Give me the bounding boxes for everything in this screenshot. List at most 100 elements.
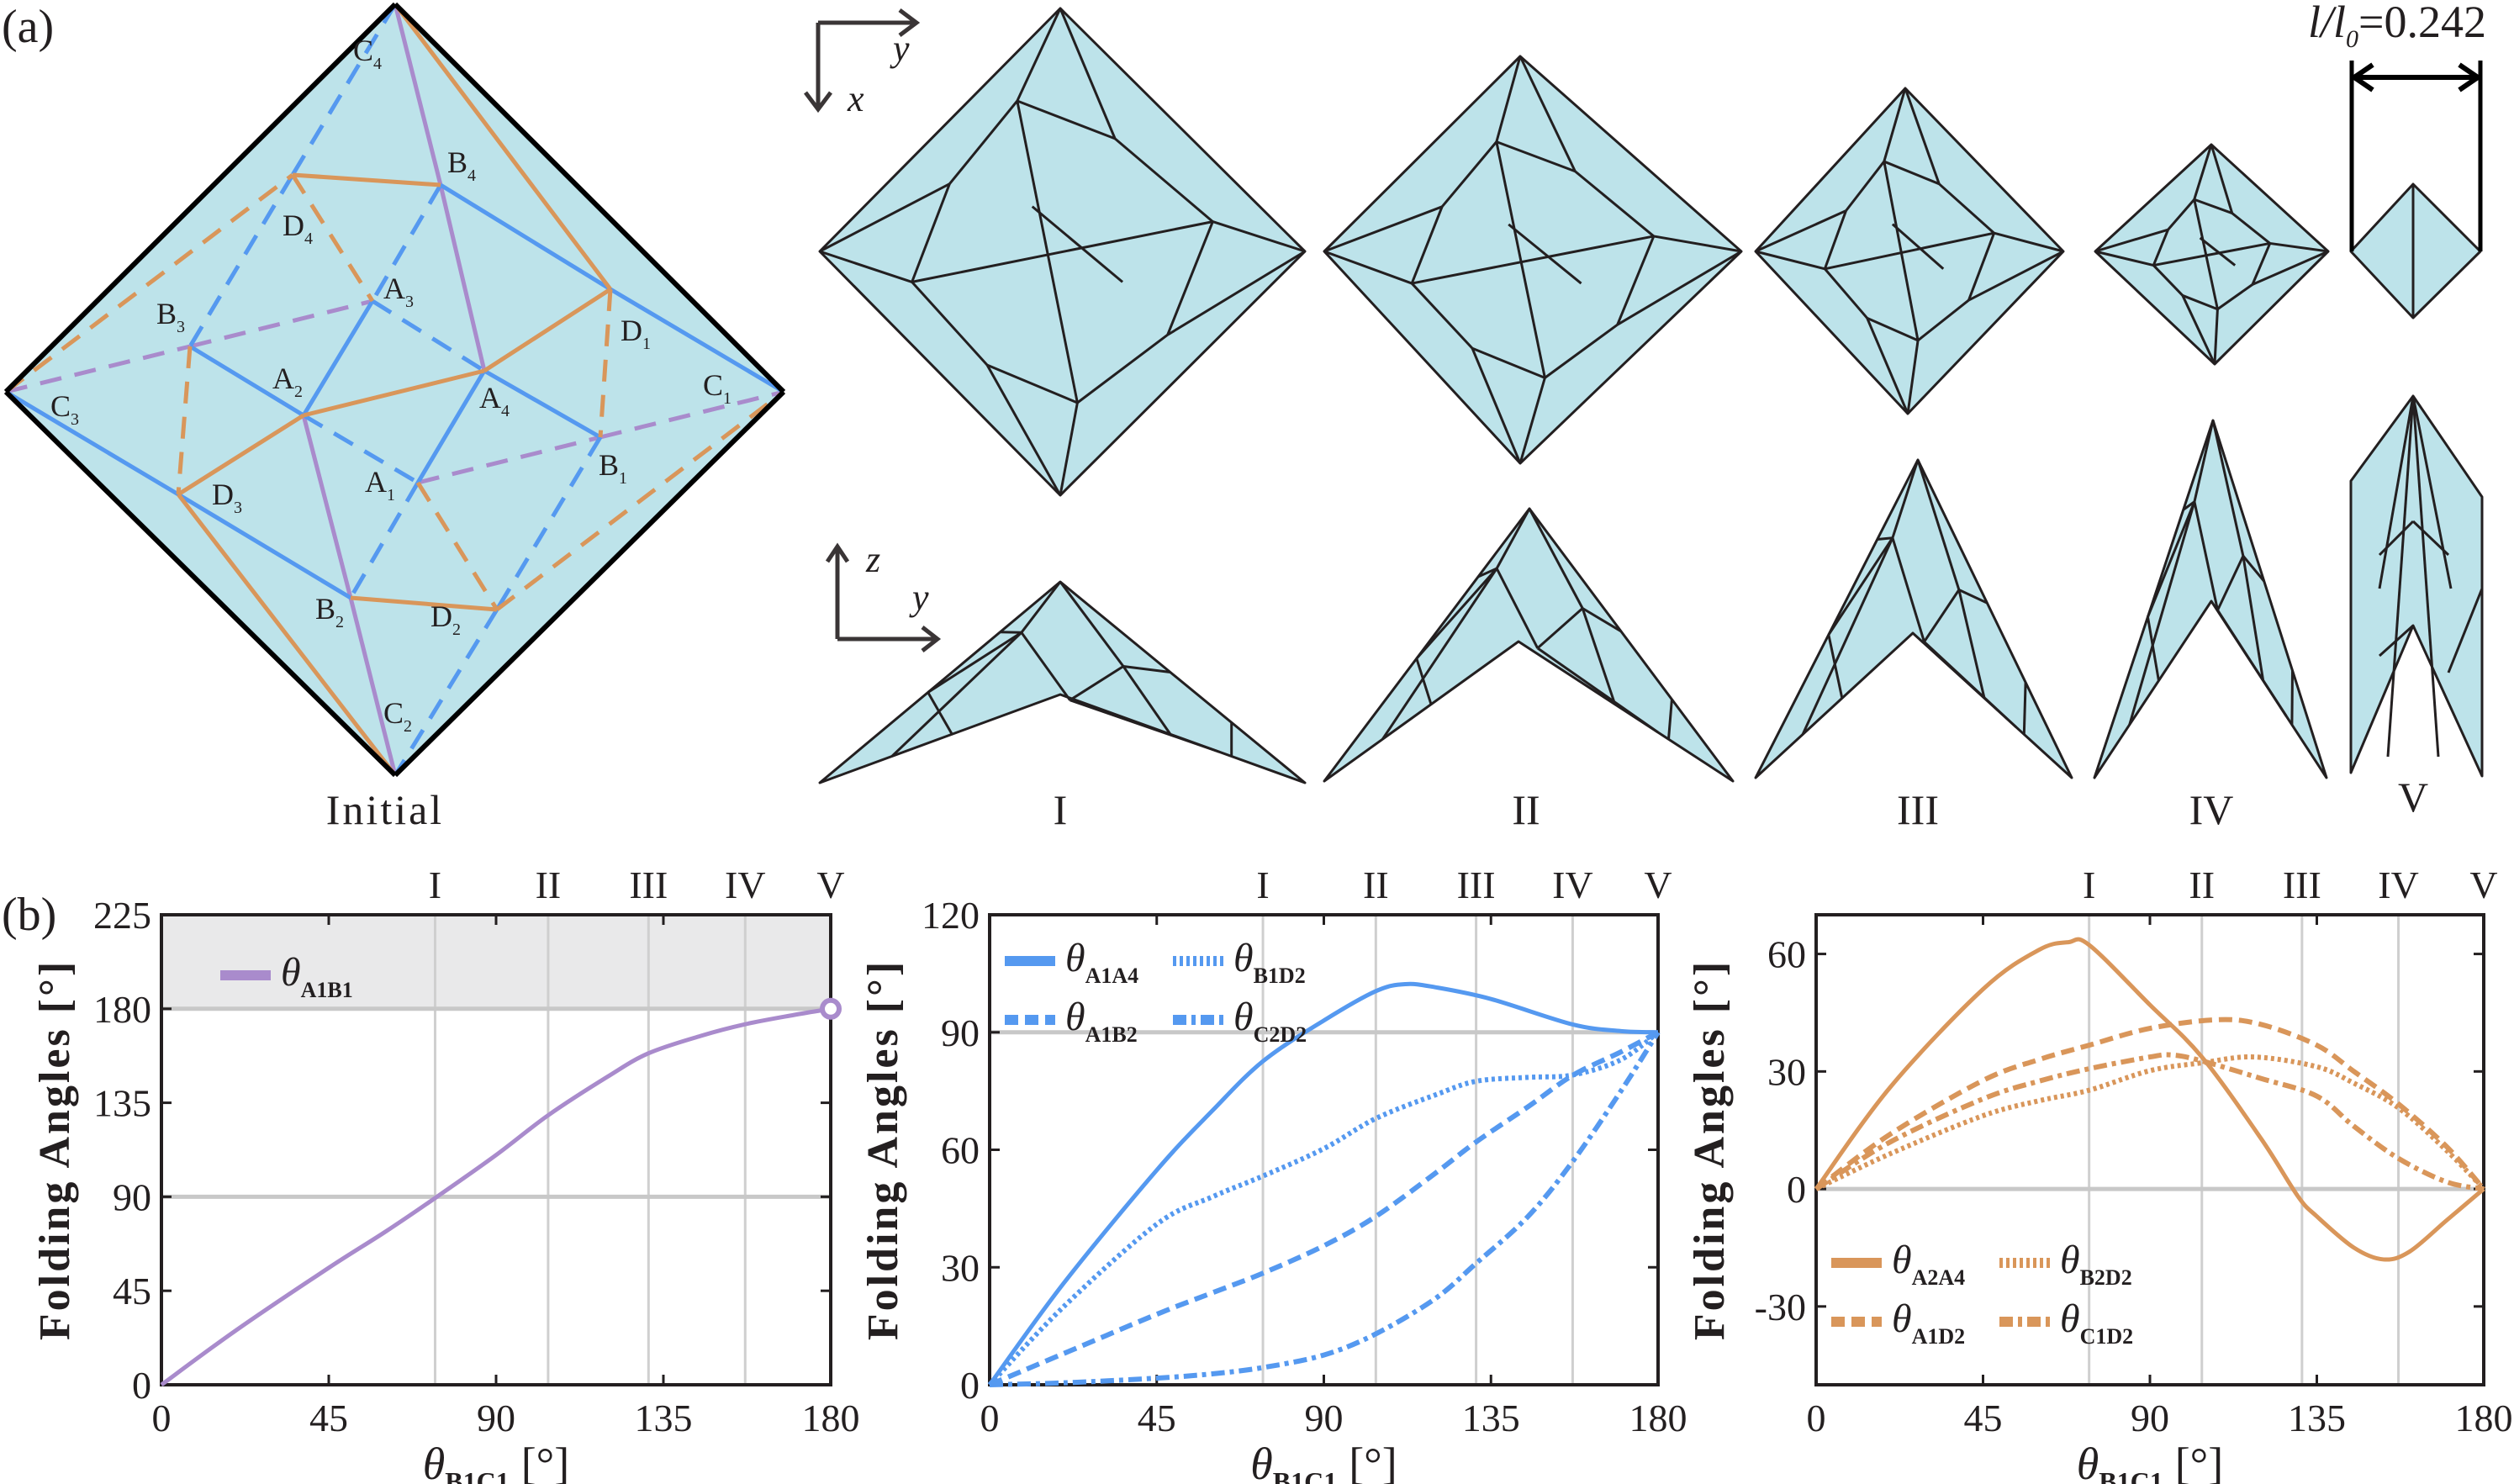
crease-B4-A4 (438, 184, 487, 372)
fold-line (2411, 395, 2440, 758)
node-letter: C (353, 34, 373, 67)
series-line-A1B2 (988, 1030, 1660, 1387)
y-axis-label: Folding Angles [°] (31, 959, 79, 1340)
node-label-A1: A1 (365, 465, 395, 504)
fold-line (2094, 228, 2168, 253)
x-axis-subscript: B1C1 (1273, 1466, 1337, 1484)
sheet-edge-top-right (393, 2, 786, 394)
x-tick-label: 45 (309, 1397, 348, 1439)
series-line-C2D2 (989, 1031, 1661, 1387)
fold-line (2181, 294, 2216, 365)
node-letter: C (50, 389, 71, 423)
crease-A1-B1 (417, 435, 601, 485)
crease-D4-A3 (290, 173, 375, 303)
stage-tick-label: IV (725, 863, 766, 906)
crease-B1-R (599, 389, 784, 440)
node-label-B4: B4 (447, 145, 476, 185)
crease-D2-R (495, 390, 785, 611)
x-tick-label: 90 (477, 1397, 515, 1439)
node-index: 4 (501, 402, 510, 420)
fold-line (2216, 555, 2245, 611)
node-letter: C (703, 368, 723, 402)
node-letter: A (365, 465, 387, 499)
legend-label-A2A4: θA2A4 (1892, 1238, 1965, 1290)
node-index: 3 (234, 499, 242, 517)
node-letter: A (272, 362, 294, 395)
y-axis-arrow-icon (837, 626, 942, 652)
fold-line (2194, 198, 2233, 214)
fold-line (1883, 160, 1940, 186)
node-letter: B (156, 297, 177, 330)
initial-label: Initial (326, 786, 444, 833)
stage-label-II: II (1512, 786, 1540, 833)
fold-line (1016, 8, 1062, 102)
x-tick-label: 180 (2455, 1397, 2513, 1439)
fold-line (1114, 137, 1214, 223)
fold-line (2146, 616, 2160, 681)
crease-B3-D3 (176, 346, 193, 495)
x-tick-label: 45 (1138, 1397, 1176, 1439)
node-index: 1 (642, 335, 651, 353)
fold-line (1916, 459, 1961, 590)
x-tick-label: 0 (1807, 1397, 1826, 1439)
x-axis-label: θB1C1 [°] (1250, 1439, 1397, 1484)
crease-lines (4, 3, 785, 777)
fold-line (1016, 100, 1079, 404)
legend-symbol: θ (281, 950, 301, 995)
fold-line (2411, 520, 2450, 557)
x-axis-symbol: θ (2077, 1439, 2099, 1484)
fold-line (985, 364, 1062, 496)
fold-line (1755, 209, 1847, 253)
fold-line (927, 691, 953, 735)
crease-A4-A2 (303, 368, 485, 418)
side-view-shape-III (1754, 458, 2073, 779)
crease-B4-D1 (439, 182, 612, 292)
node-index: 1 (619, 469, 627, 488)
node-index: 2 (294, 383, 303, 401)
series-line-C1D2 (1814, 1052, 2485, 1192)
ratio-var: l/l (2308, 0, 2346, 47)
x-axis-unit: [°] (521, 1439, 570, 1484)
node-index: 1 (387, 486, 395, 504)
fold-line (2193, 420, 2215, 503)
node-letter: D (430, 599, 452, 633)
legend-subscript: C1D2 (2080, 1324, 2134, 1349)
crease-D1-R (609, 287, 785, 394)
fold-line (1495, 141, 1546, 378)
fold-line (986, 363, 1078, 404)
fold-line (2167, 198, 2195, 231)
x-tick-label: 180 (802, 1397, 860, 1439)
legend-symbol: θ (1065, 995, 1085, 1039)
fold-line (1212, 220, 1306, 253)
node-label-B3: B3 (156, 297, 185, 336)
fold-line (911, 281, 989, 367)
stage-label-III: III (1897, 786, 1939, 833)
crease-A1-D2 (415, 481, 499, 611)
node-index: 1 (723, 389, 731, 408)
stage-tick-label: IV (1552, 863, 1593, 906)
fold-line (2252, 250, 2329, 286)
fold-line (2128, 501, 2196, 726)
stage-tick-label: V (816, 863, 844, 906)
fold-line (2152, 264, 2184, 297)
fold-line (1845, 161, 1885, 212)
fold-line (1616, 235, 1656, 325)
fold-line (1020, 581, 1062, 634)
fold-line (1471, 346, 1545, 379)
fold-line (2152, 229, 2169, 267)
x-axis-label: θB1C1 [°] (2077, 1439, 2224, 1484)
fold-line (1069, 665, 1124, 701)
node-label-B2: B2 (315, 592, 344, 631)
fold-line (1508, 223, 1582, 285)
fold-line (927, 631, 1022, 694)
stage-tick-label: V (2469, 863, 2497, 906)
x-axis-symbol: θ (1250, 1439, 1273, 1484)
stage-label-I: I (1054, 786, 1068, 833)
fold-line (1166, 221, 1214, 335)
fold-line (1471, 347, 1522, 464)
side-view-shape-I (818, 580, 1307, 784)
node-index: 4 (467, 166, 476, 185)
fold-line (2251, 242, 2272, 285)
crease-A1-B2 (348, 481, 420, 599)
